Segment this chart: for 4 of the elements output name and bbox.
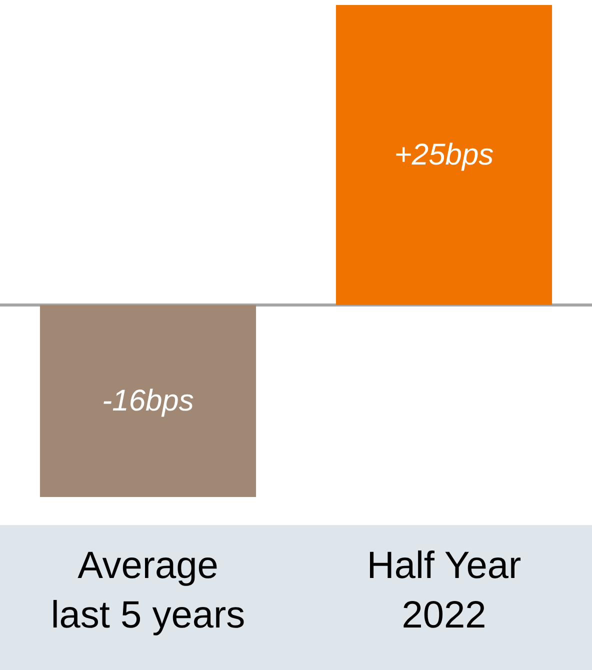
x-tick-label: Half Year 2022 (366, 545, 522, 636)
data-label: +25bps (394, 138, 494, 172)
x-tick-label: Average last 5 years (50, 545, 246, 636)
data-label: -16bps (102, 384, 194, 418)
